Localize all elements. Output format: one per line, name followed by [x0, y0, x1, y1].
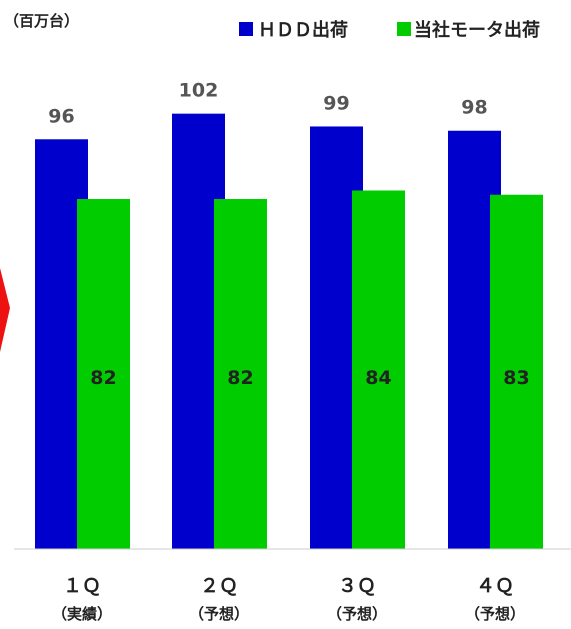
legend-label-motor: 当社モータ出荷 — [414, 19, 540, 41]
bars — [35, 113, 543, 550]
category-label-q4: ４Ｑ — [476, 575, 514, 597]
legend-label-hdd: ＨＤＤ出荷 — [258, 19, 348, 41]
category-label-q2: ２Ｑ — [200, 575, 238, 597]
bar-motor-q3 — [352, 190, 405, 549]
category-sublabel-q3: （予想） — [327, 605, 387, 623]
legend-swatch-hdd — [239, 22, 253, 36]
bar-motor-q1 — [77, 199, 130, 550]
category-label-q3: ３Ｑ — [338, 575, 376, 597]
red-arrow-marker — [0, 268, 10, 352]
category-sublabel-q2: （予想） — [189, 605, 249, 623]
unit-label: （百万台） — [4, 12, 79, 30]
category-labels: １Ｑ （実績） ２Ｑ （予想） ３Ｑ （予想） ４Ｑ （予想） — [52, 575, 525, 623]
category-label-q1: １Ｑ — [63, 575, 101, 597]
bar-motor-q2 — [214, 199, 267, 550]
bar-motor-q4 — [490, 194, 543, 550]
value-label-hdd-q3: 99 — [323, 92, 349, 114]
value-label-hdd-q4: 98 — [461, 97, 487, 119]
value-label-motor-q4: 83 — [503, 367, 529, 389]
legend-swatch-motor — [397, 22, 411, 36]
category-sublabel-q4: （予想） — [465, 605, 525, 623]
legend: ＨＤＤ出荷 当社モータ出荷 — [239, 19, 540, 41]
value-label-motor-q2: 82 — [227, 367, 253, 389]
value-label-hdd-q1: 96 — [48, 105, 74, 127]
category-sublabel-q1: （実績） — [52, 605, 112, 623]
value-label-hdd-q2: 102 — [179, 80, 219, 102]
value-label-motor-q1: 82 — [90, 367, 116, 389]
value-label-motor-q3: 84 — [365, 367, 391, 389]
value-labels: 96 82 102 82 99 84 98 83 — [48, 80, 529, 389]
